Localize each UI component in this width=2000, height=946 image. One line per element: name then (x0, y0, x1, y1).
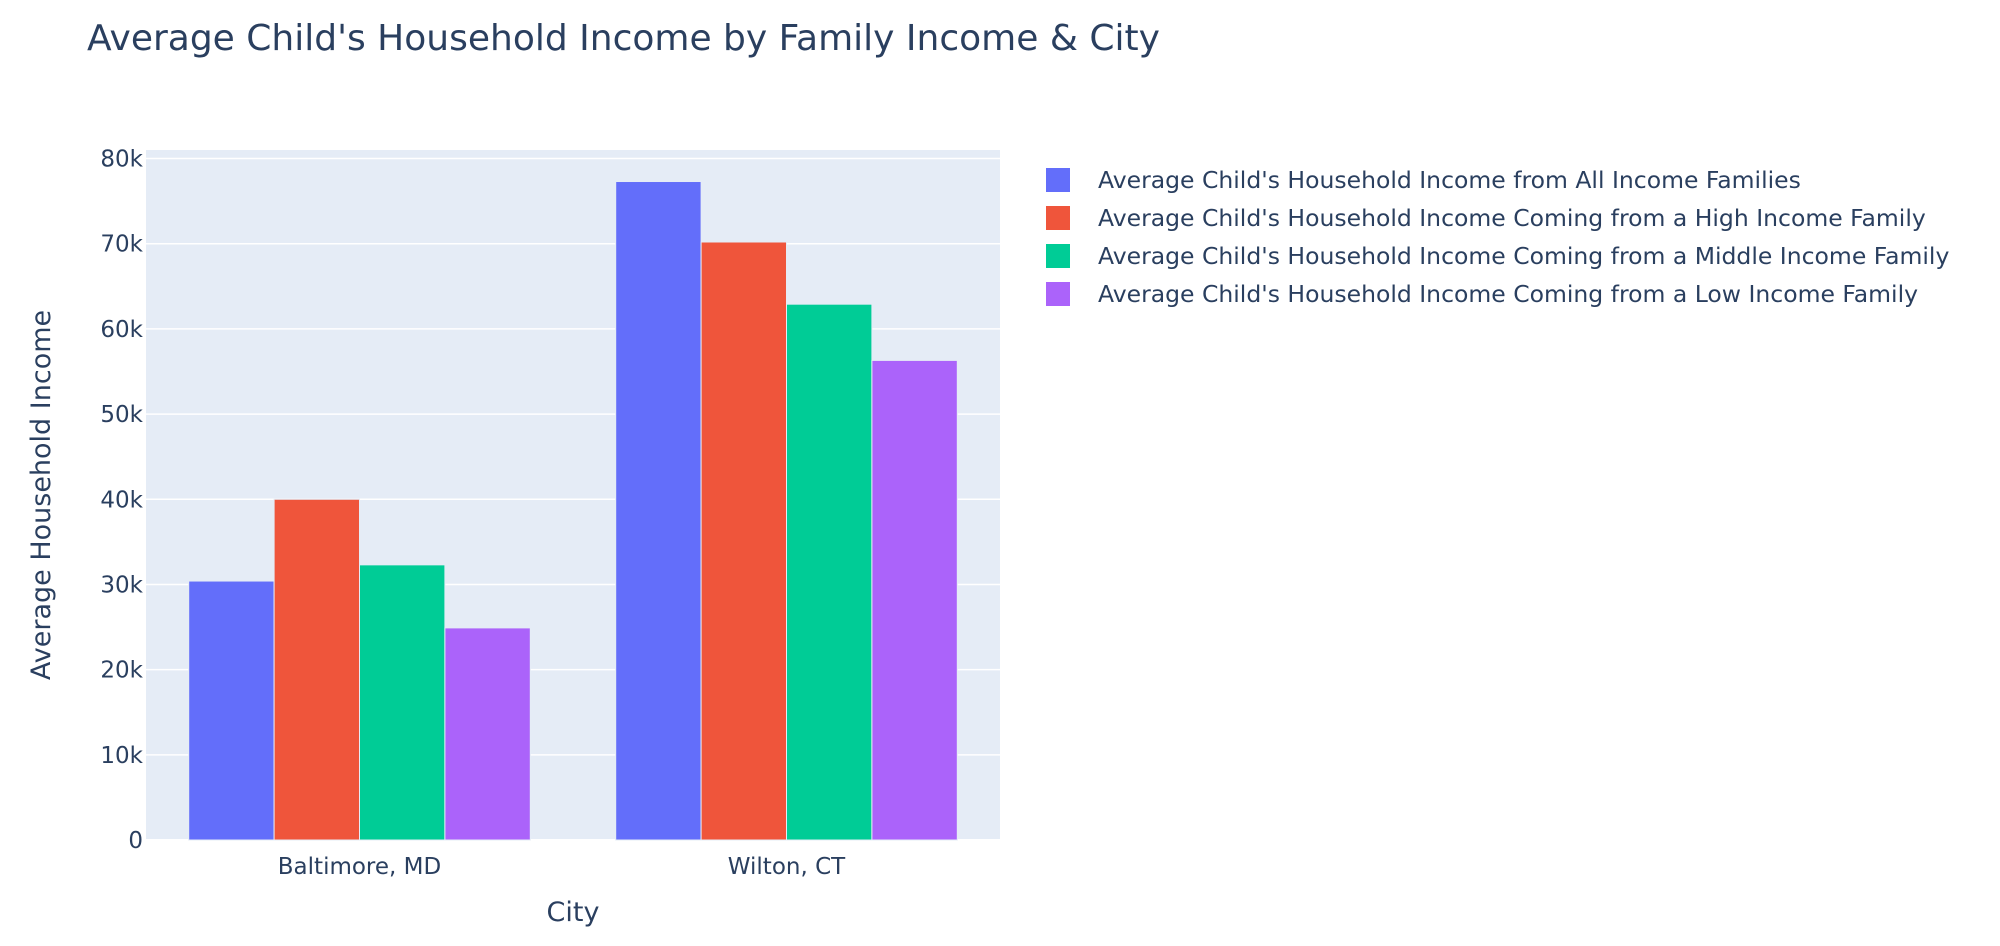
legend-label: Average Child's Household Income Coming … (1098, 204, 1926, 232)
bar (615, 181, 702, 841)
chart-title: Average Child's Household Income by Fami… (87, 18, 1160, 59)
y-axis-ticks: 0 10k 20k 30k 40k 50k 60k 70k 80k (100, 147, 143, 854)
bar (273, 498, 361, 841)
legend-label: Average Child's Household Income Coming … (1098, 242, 1949, 270)
legend: Average Child's Household Income from Al… (1046, 166, 1949, 308)
x-axis-title: City (547, 897, 600, 928)
legend-label: Average Child's Household Income from Al… (1098, 166, 1801, 194)
bar (359, 564, 446, 841)
x-axis-ticks: Baltimore, MD Wilton, CT (278, 854, 846, 880)
legend-swatch (1046, 282, 1070, 306)
y-tick-label: 10k (100, 743, 143, 769)
bars (188, 181, 958, 841)
legend-swatch (1046, 244, 1070, 268)
y-tick-label: 60k (100, 317, 143, 343)
y-tick-label: 0 (128, 828, 143, 854)
legend-label: Average Child's Household Income Coming … (1098, 280, 1918, 308)
y-tick-label: 40k (100, 487, 143, 513)
legend-swatch (1046, 206, 1070, 230)
bar (700, 241, 787, 841)
y-tick-label: 20k (100, 658, 143, 684)
y-tick-label: 30k (100, 572, 143, 598)
bar (786, 303, 873, 841)
bar (188, 580, 275, 841)
bar (444, 627, 531, 841)
y-tick-label: 80k (100, 147, 143, 173)
x-tick-label: Baltimore, MD (278, 854, 441, 880)
legend-swatch (1046, 168, 1070, 192)
y-axis-title: Average Household Income (26, 310, 57, 680)
y-tick-label: 50k (100, 402, 143, 428)
y-tick-label: 70k (100, 232, 143, 258)
bar (871, 359, 958, 841)
x-tick-label: Wilton, CT (728, 854, 846, 880)
